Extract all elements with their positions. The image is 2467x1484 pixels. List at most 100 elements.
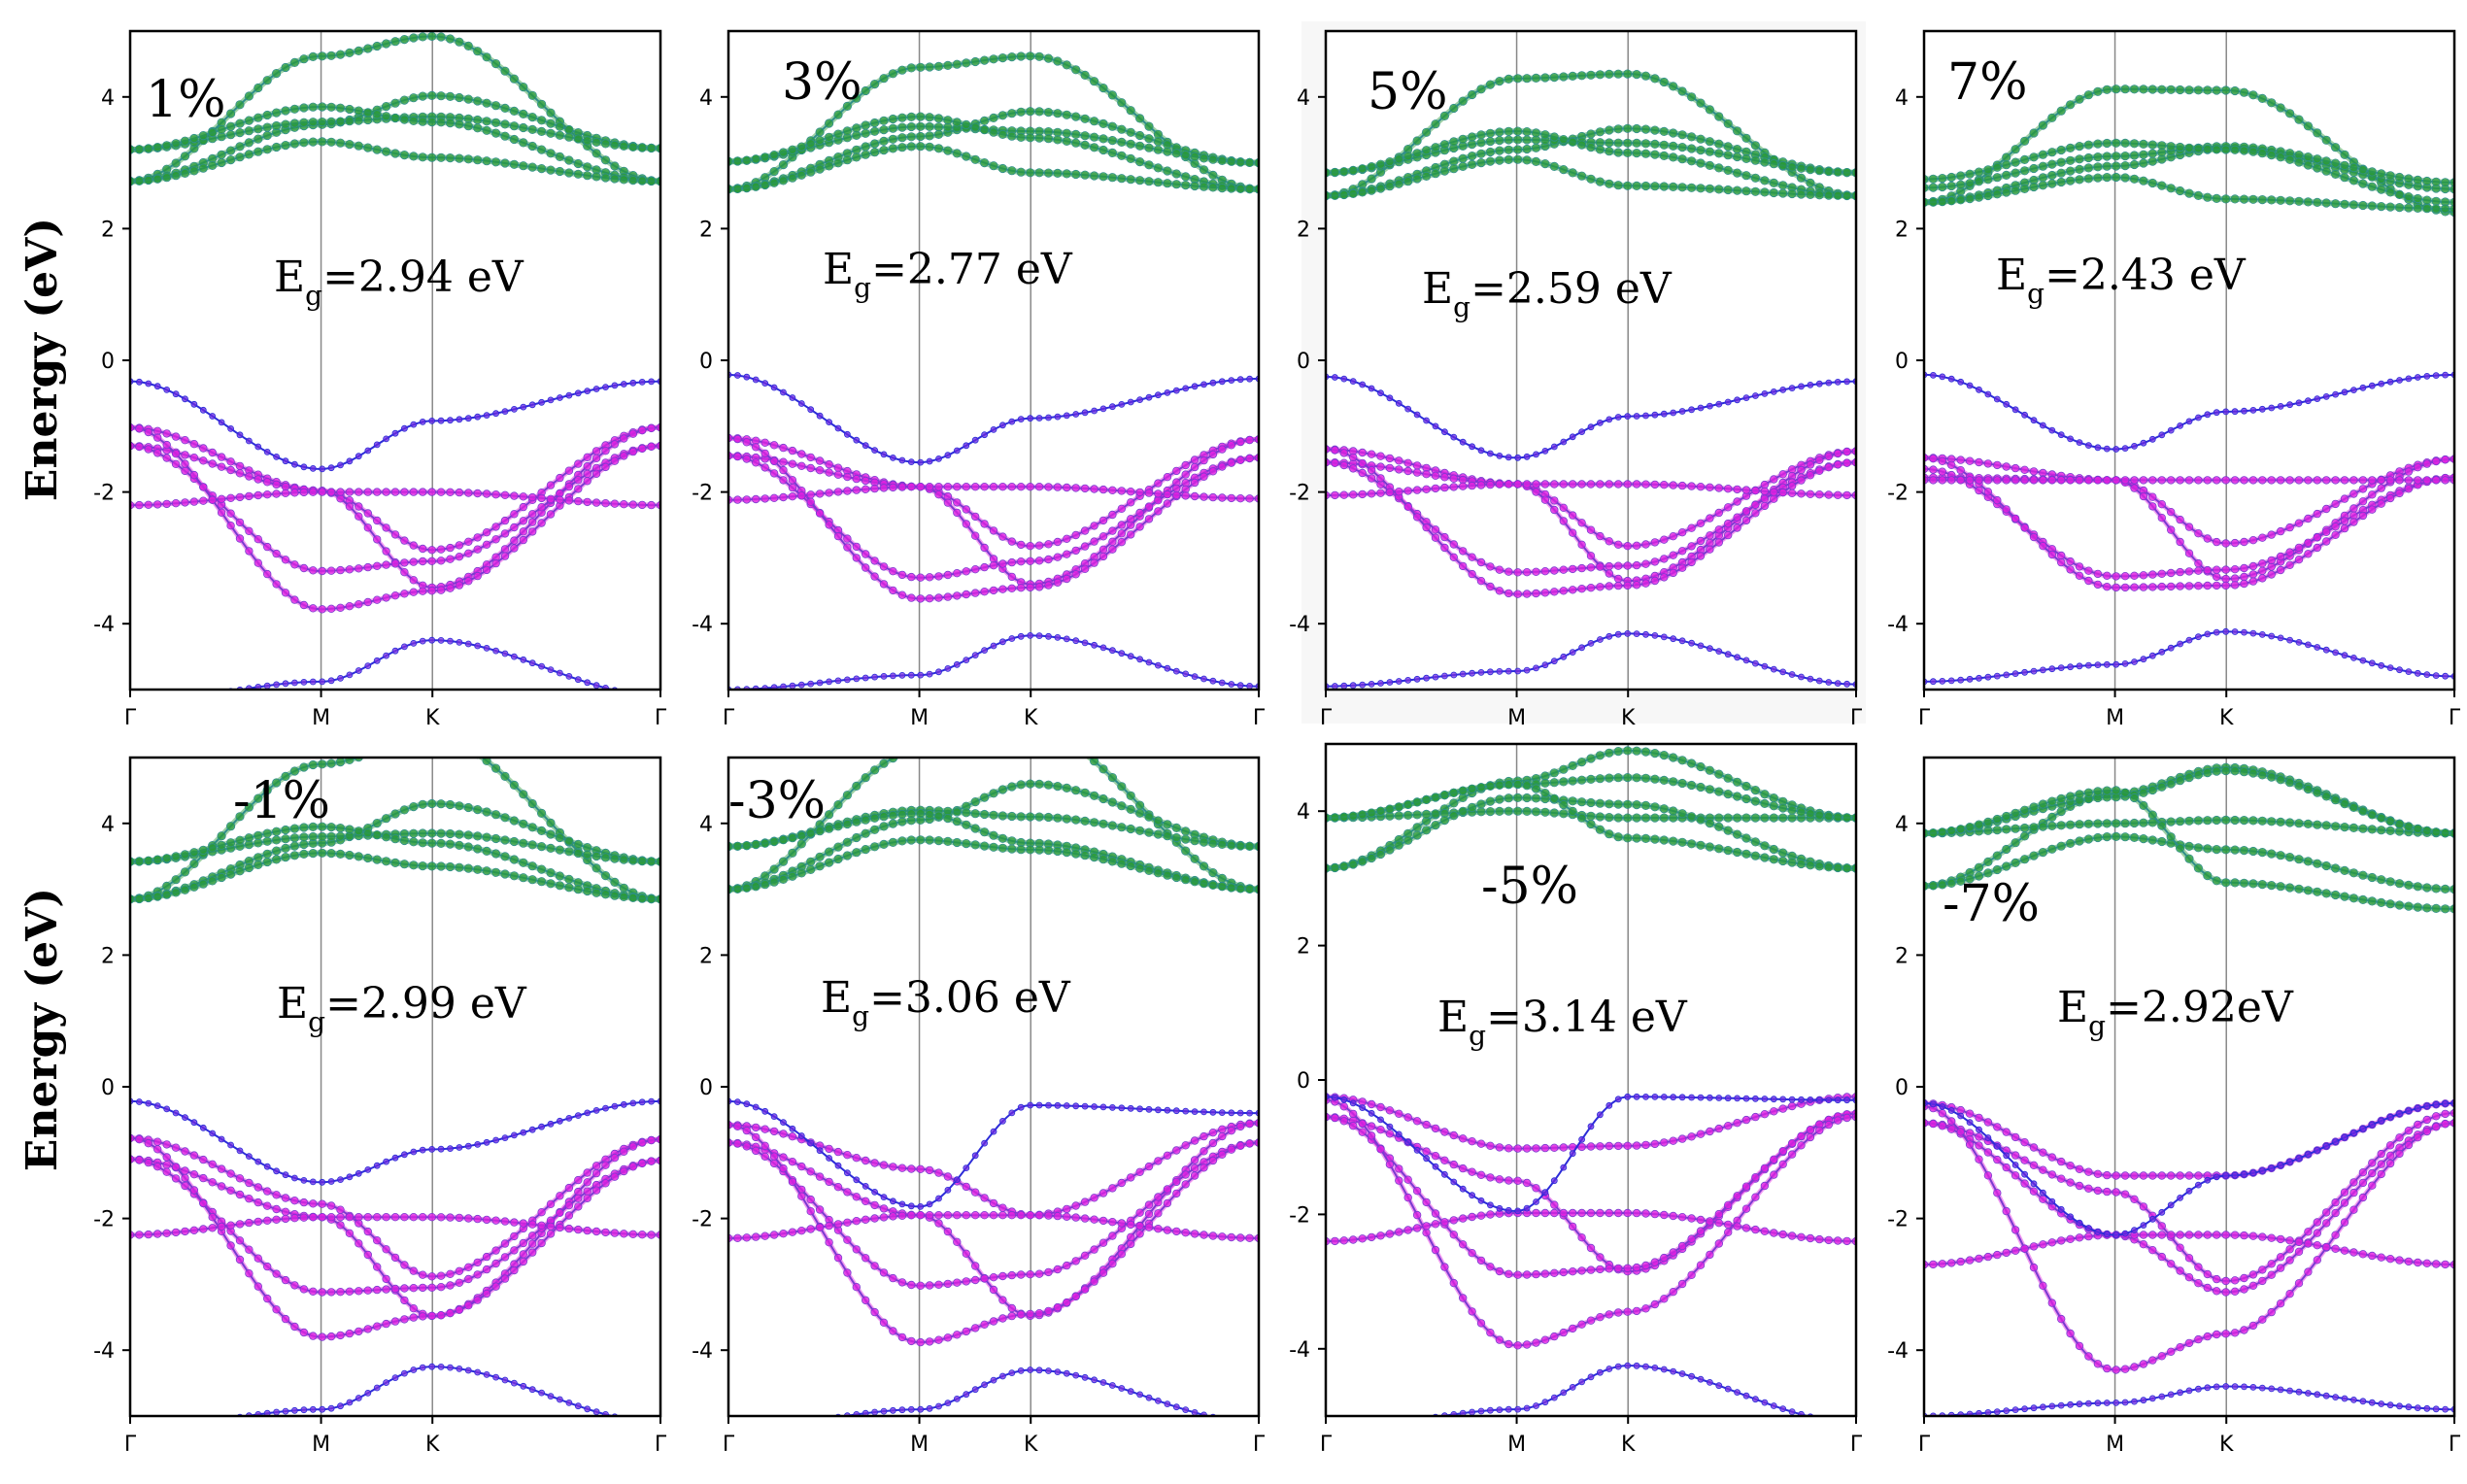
xtick-label: Γ (723, 1433, 735, 1457)
strain-label: -5% (1481, 858, 1578, 916)
valence-band-top (1326, 1093, 1856, 1215)
xtick-label: M (1507, 706, 1526, 730)
deep-band (1326, 630, 1856, 690)
xtick-label: Γ (1850, 706, 1863, 730)
ytick-label: -4 (1887, 1339, 1909, 1364)
xtick-label: K (425, 706, 440, 730)
ytick-label: 2 (101, 944, 115, 968)
strain-label: -1% (233, 772, 330, 830)
ytick-label: -2 (1289, 482, 1310, 506)
ytick-label: 0 (101, 350, 115, 374)
conduction-band (728, 835, 1259, 894)
valence-band-top (1326, 373, 1856, 461)
valence-band-top (130, 378, 660, 473)
band-panel: -4 -2 0 2 4 Γ M K Γ 3% Eg=2.77 eV (692, 29, 1266, 730)
valence-band (130, 1212, 660, 1239)
ytick-label: 2 (101, 218, 115, 242)
xtick-label: M (1507, 1433, 1526, 1457)
xtick-label: K (425, 1433, 440, 1457)
valence-band (1924, 476, 2454, 485)
xtick-label: Γ (1918, 1433, 1931, 1457)
band-panel: -4 -2 0 2 4 Γ M K Γ -3% Eg=3.06 eV (692, 756, 1266, 1457)
ytick-label: 2 (1895, 218, 1909, 242)
valence-band-top (1924, 1099, 2454, 1238)
deep-band (227, 636, 626, 690)
valence-band-top (1924, 371, 2454, 453)
conduction-band (1326, 779, 1856, 873)
deep-band (1924, 1383, 2454, 1416)
band-panel: -4 -2 0 2 4 Γ M K Γ 7% Eg=2.43 eV (1887, 29, 2461, 730)
band-gap-label: Eg=2.43 eV (1996, 251, 2247, 310)
ytick-label: -4 (93, 1339, 115, 1364)
xtick-label: Γ (124, 706, 137, 730)
xtick-label: Γ (2449, 1433, 2461, 1457)
band-gap-label: Eg=3.14 eV (1437, 993, 1688, 1052)
ytick-label: 2 (1297, 218, 1310, 242)
ytick-label: 4 (101, 813, 115, 837)
band-gap-value: =2.59 eV (1470, 264, 1673, 314)
valence-band (130, 423, 660, 614)
xtick-label: Γ (655, 1433, 667, 1457)
ytick-label: 4 (699, 86, 713, 111)
ylabel-top-row: Energy (eV) (17, 218, 67, 501)
ytick-label: -2 (93, 482, 115, 506)
ytick-label: 4 (1297, 800, 1310, 825)
band-gap-label: Eg=2.99 eV (277, 979, 527, 1038)
ytick-label: -4 (93, 613, 115, 637)
xtick-label: Γ (1320, 1433, 1333, 1457)
xtick-label: K (1024, 1433, 1038, 1457)
valence-band (728, 483, 1259, 504)
band-gap-value: =2.94 eV (322, 253, 524, 302)
xtick-label: M (2106, 706, 2124, 730)
conduction-band (728, 142, 1259, 194)
band-panel: -4 -2 0 2 4 Γ M K Γ 1% Eg=2.94 eV (93, 29, 667, 730)
valence-band (728, 1210, 1259, 1243)
ytick-label: 4 (1297, 86, 1310, 111)
conduction-band (1924, 831, 2454, 894)
xtick-label: M (910, 1433, 929, 1457)
ytick-label: 0 (101, 1076, 115, 1100)
conduction-band (1924, 765, 2454, 838)
xtick-label: M (910, 706, 929, 730)
ytick-label: 0 (1297, 1069, 1310, 1094)
ytick-label: 4 (101, 86, 115, 111)
valence-band-top (728, 1097, 1259, 1210)
conduction-band (1924, 138, 2454, 207)
xtick-label: Γ (1253, 706, 1266, 730)
strain-label: -7% (1943, 875, 2040, 933)
ytick-label: -2 (1887, 482, 1909, 506)
band-gap-label: Eg=2.94 eV (274, 253, 524, 312)
conduction-band (1924, 172, 2454, 214)
conduction-band (1924, 786, 2454, 914)
xtick-label: Γ (1253, 1433, 1266, 1457)
panel-plot-area (130, 31, 660, 690)
ytick-label: 4 (699, 813, 713, 837)
ytick-label: 2 (699, 944, 713, 968)
xtick-label: M (312, 1433, 330, 1457)
ytick-label: 0 (699, 1076, 713, 1100)
ytick-label: -4 (1887, 613, 1909, 637)
xtick-label: M (2106, 1433, 2124, 1457)
valence-band (728, 433, 1259, 603)
strain-label: 1% (146, 71, 226, 129)
ytick-label: 2 (1297, 935, 1310, 960)
valence-band (1924, 1102, 2454, 1374)
band-gap-label: Eg=2.92eV (2057, 983, 2294, 1042)
conduction-band (130, 137, 660, 186)
band-panel: -4 -2 0 2 4 Γ M K Γ -1% Eg=2.99 eV (93, 756, 667, 1457)
ytick-label: -4 (692, 1339, 713, 1364)
xtick-label: Γ (1850, 1433, 1863, 1457)
xtick-label: K (1024, 706, 1038, 730)
xtick-label: K (1621, 1433, 1636, 1457)
valence-band (1326, 457, 1856, 577)
xtick-label: Γ (1918, 706, 1931, 730)
conduction-band (1326, 746, 1856, 873)
xtick-label: Γ (2449, 706, 2461, 730)
ytick-label: -2 (1887, 1208, 1909, 1232)
ytick-label: -4 (692, 613, 713, 637)
band-gap-value: =2.99 eV (325, 979, 527, 1029)
ytick-label: 0 (1895, 1076, 1909, 1100)
valence-band (1326, 480, 1856, 500)
ytick-label: 2 (699, 218, 713, 242)
strain-label: -3% (728, 772, 826, 830)
